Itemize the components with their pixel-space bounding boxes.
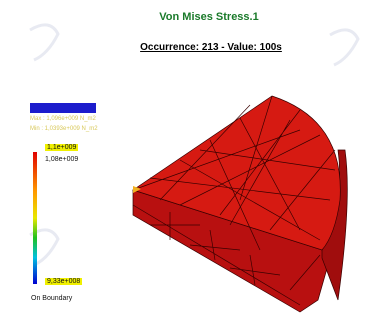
title: Von Mises Stress.1 (159, 11, 259, 23)
color-bar (33, 152, 37, 284)
mesh-part (132, 95, 348, 313)
min-label: Min : 1,0393e+009 N_m2 (30, 126, 98, 132)
boundary-label: On Boundary (31, 295, 73, 302)
legend-label: 1,1e+009 (45, 144, 79, 151)
watermark (29, 23, 360, 267)
occurrence: Occurrence: 213 - Value: 100s (140, 42, 282, 53)
legend-label: 1,08e+009 (45, 156, 79, 163)
color-swatch (30, 103, 96, 113)
legend-label: 9,33e+008 (45, 278, 83, 285)
max-label: Max : 1,096e+009 N_m2 (30, 116, 96, 122)
